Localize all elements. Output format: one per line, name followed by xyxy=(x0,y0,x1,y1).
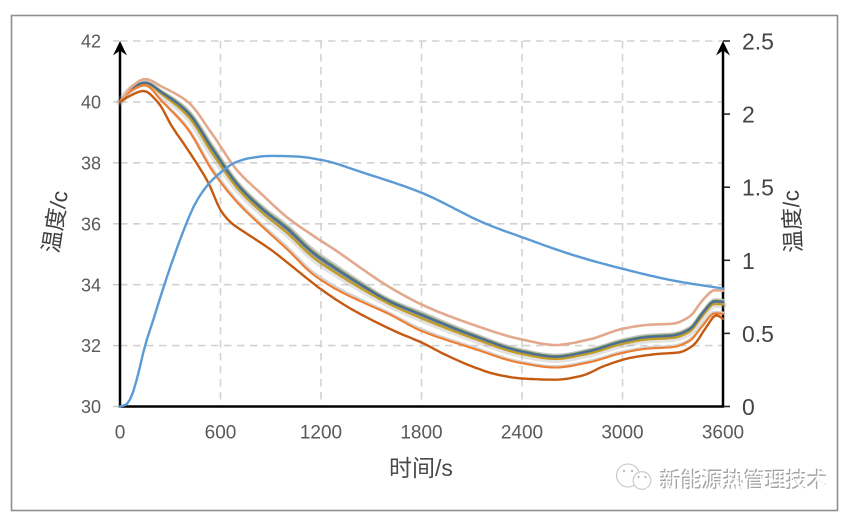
svg-text:36: 36 xyxy=(81,214,101,234)
svg-text:30: 30 xyxy=(81,397,101,417)
svg-text:42: 42 xyxy=(81,32,101,52)
svg-text:0: 0 xyxy=(742,394,755,420)
svg-text:1800: 1800 xyxy=(400,423,442,444)
svg-text:32: 32 xyxy=(81,336,101,356)
svg-text:2400: 2400 xyxy=(501,423,543,444)
svg-text:2: 2 xyxy=(742,102,755,128)
svg-text:0.5: 0.5 xyxy=(742,321,774,347)
svg-text:新能源热管理技术: 新能源热管理技术 xyxy=(659,468,827,492)
svg-text:600: 600 xyxy=(205,423,237,444)
svg-text:温度/c: 温度/c xyxy=(778,190,806,254)
svg-text:40: 40 xyxy=(81,93,101,113)
svg-text:3000: 3000 xyxy=(601,423,643,444)
svg-text:38: 38 xyxy=(81,153,101,173)
svg-text:2.5: 2.5 xyxy=(742,29,774,55)
svg-text:1200: 1200 xyxy=(300,423,342,444)
svg-text:3600: 3600 xyxy=(702,423,744,444)
svg-text:34: 34 xyxy=(81,275,101,295)
svg-text:时间/s: 时间/s xyxy=(389,455,453,481)
svg-text:新能源热管理技术: 新能源热管理技术 xyxy=(660,469,828,493)
svg-text:0: 0 xyxy=(115,423,126,444)
svg-text:1: 1 xyxy=(742,248,755,274)
svg-text:1.5: 1.5 xyxy=(742,175,774,201)
